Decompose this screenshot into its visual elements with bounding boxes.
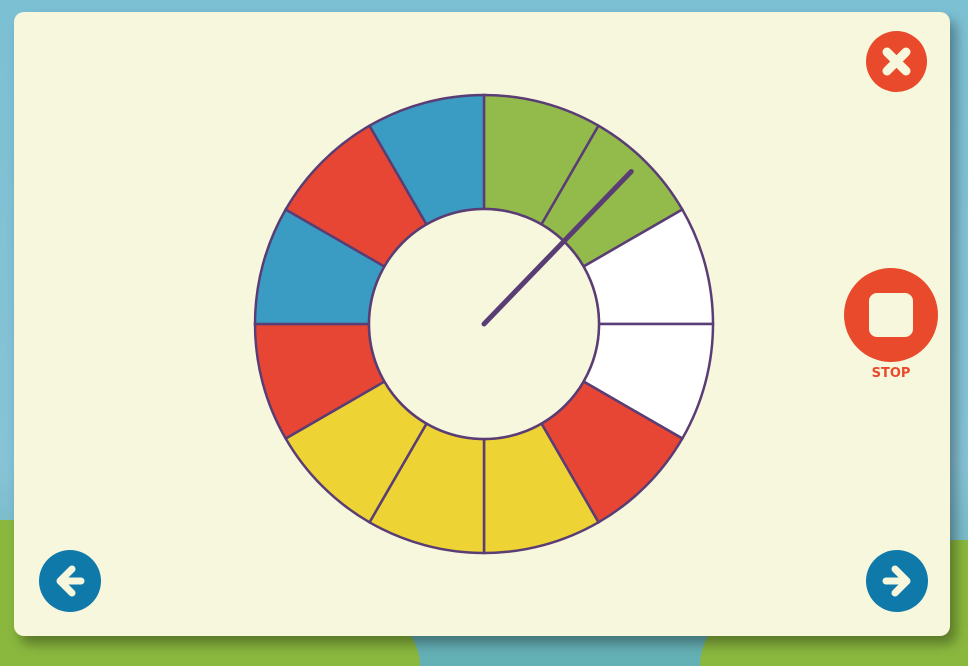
spinner-wheel[interactable] (14, 12, 950, 636)
close-button[interactable] (866, 31, 927, 92)
stop-square-icon (869, 293, 913, 337)
spinner-panel: STOP (14, 12, 950, 636)
close-icon (882, 47, 911, 76)
stop-label: STOP (871, 366, 911, 381)
next-button[interactable] (866, 550, 928, 612)
stop-button[interactable] (844, 268, 938, 362)
previous-button[interactable] (39, 550, 101, 612)
spinner-needle (481, 168, 634, 327)
arrow-left-icon (56, 565, 85, 597)
arrow-right-icon (882, 565, 911, 597)
